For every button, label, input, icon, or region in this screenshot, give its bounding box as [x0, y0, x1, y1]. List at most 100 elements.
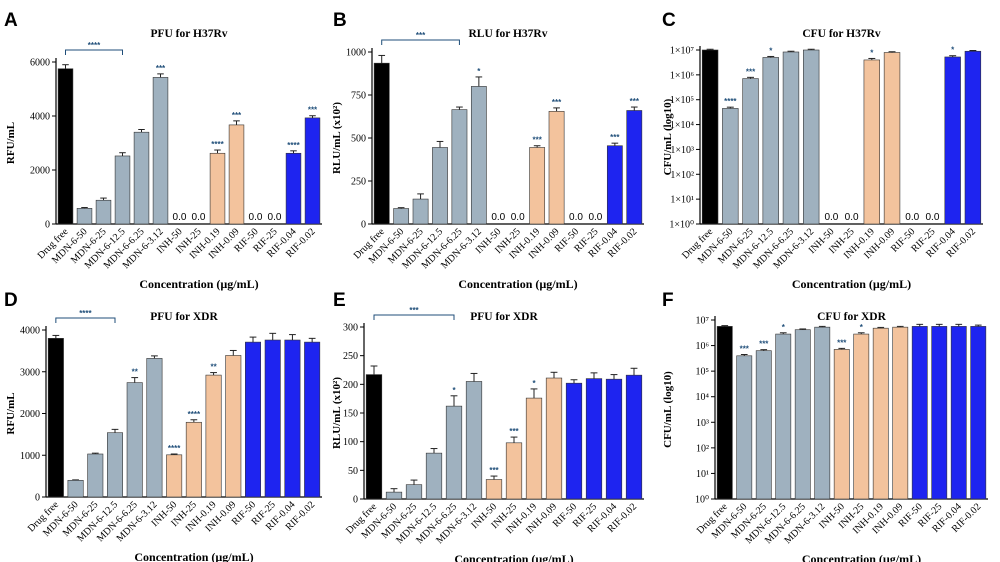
- significance-label: ****: [724, 97, 737, 106]
- bar-f-7: [853, 333, 870, 500]
- zero-value-label: 0.0: [491, 212, 505, 223]
- significance-label: *: [860, 323, 864, 332]
- bar-c-2: [742, 78, 759, 225]
- panel-letter: C: [662, 10, 676, 31]
- significance-label: ***: [156, 64, 166, 73]
- y-axis-label: CFU/mL (log10): [662, 98, 674, 175]
- y-tick-label: 1×10¹: [670, 195, 694, 206]
- bar-f-12: [950, 326, 967, 500]
- bar-f-8: [872, 327, 889, 500]
- y-tick-label: 200: [343, 380, 358, 391]
- zero-value-label: 0.0: [268, 212, 282, 223]
- significance-label: *: [769, 46, 773, 55]
- bracket-line: [373, 314, 455, 320]
- bar-c-9: [883, 52, 901, 225]
- significance-label: **: [132, 368, 139, 377]
- y-tick-label: 10⁷: [696, 316, 710, 327]
- y-tick-label: 1×10⁷: [670, 46, 695, 57]
- panel-letter: A: [4, 10, 18, 31]
- y-axis-label: RLU/mL (x10²): [331, 102, 343, 174]
- bar-b-5: [470, 86, 487, 225]
- bar-f-0: [716, 326, 733, 500]
- y-tick-label: 10⁰: [695, 495, 709, 506]
- zero-value-label: 0.0: [824, 212, 838, 223]
- significance-label: ***: [610, 133, 620, 142]
- y-tick-label: 0: [45, 220, 50, 231]
- chart-panel-b: B RLU for H37Rv RLU/mL (x10²) 0 250 500 750 100…: [331, 10, 644, 291]
- zero-value-label: 0.0: [511, 212, 525, 223]
- y-tick-label: 500: [351, 134, 366, 145]
- bar-c-8: [863, 59, 881, 225]
- chart-title: CFU for H37Rv: [802, 28, 881, 40]
- chart-title: RLU for H37Rv: [468, 28, 547, 40]
- y-tick-label: 1×10⁴: [670, 120, 695, 131]
- zero-value-label: 0.0: [249, 212, 263, 223]
- bar-f-3: [775, 333, 792, 500]
- significance-label: **: [210, 363, 217, 372]
- significance-label: *: [870, 48, 874, 57]
- bar-c-3: [762, 57, 779, 225]
- y-tick-label: 0: [353, 495, 358, 506]
- bar-b-0: [373, 62, 390, 225]
- bar-d-13: [304, 341, 321, 498]
- y-tick-label: 10¹: [696, 469, 709, 480]
- y-tick-label: 6000: [30, 58, 50, 69]
- bar-e-3: [425, 452, 443, 500]
- y-tick-label: 750: [351, 91, 366, 102]
- bar-a-4: [133, 131, 150, 225]
- zero-value-label: 0.0: [588, 212, 602, 223]
- y-tick-label: 1×10²: [670, 170, 694, 181]
- y-tick-label: 10³: [696, 418, 709, 429]
- bar-b-1: [393, 208, 410, 225]
- bar-e-13: [625, 374, 643, 500]
- zero-value-label: 0.0: [926, 212, 940, 223]
- significance-label: ****: [211, 140, 224, 149]
- bar-e-10: [565, 382, 583, 500]
- significance-label: ***: [308, 106, 318, 115]
- bar-d-11: [264, 339, 281, 498]
- bar-c-4: [782, 51, 800, 225]
- bracket-line: [65, 49, 123, 55]
- bar-d-0: [47, 338, 64, 498]
- zero-value-label: 0.0: [569, 212, 583, 223]
- significance-bracket: ****: [65, 41, 123, 55]
- x-axis-label: Concentration (µg/mL): [802, 552, 921, 562]
- y-tick-label: 1×10⁵: [670, 95, 694, 106]
- y-tick-label: 300: [343, 323, 358, 334]
- bar-e-9: [545, 377, 563, 500]
- y-axis-label: RFU/mL: [5, 122, 17, 164]
- panel-letter: F: [662, 290, 674, 311]
- y-tick-label: 1×10⁶: [670, 70, 695, 81]
- x-axis-label: Concentration (µg/mL): [134, 550, 253, 562]
- bar-c-13: [964, 50, 982, 225]
- zero-value-label: 0.0: [845, 212, 859, 223]
- bar-b-8: [529, 147, 546, 225]
- bar-e-4: [445, 405, 463, 500]
- x-axis-label: Concentration (µg/mL): [454, 552, 573, 562]
- zero-value-label: 0.0: [173, 212, 187, 223]
- bar-d-5: [146, 358, 163, 498]
- chart-panel-c: C CFU for H37Rv CFU/mL (log10) 1×10⁰ 1×10¹ 1×…: [662, 10, 983, 291]
- bar-e-0: [365, 374, 383, 500]
- significance-label: ****: [287, 141, 300, 150]
- bar-b-3: [432, 147, 448, 225]
- chart-title: PFU for XDR: [150, 311, 218, 323]
- bar-f-10: [911, 326, 928, 500]
- x-axis-label: Concentration (µg/mL): [458, 277, 577, 291]
- bar-d-1: [67, 479, 84, 498]
- bar-d-10: [245, 341, 261, 498]
- chart-panel-f: F CFU for XDR CFU/mL (log10) 10⁰ 10¹ 10² 10³ 10…: [662, 290, 988, 562]
- bracket-label: ***: [416, 31, 426, 40]
- zero-value-label: 0.0: [905, 212, 919, 223]
- bar-b-2: [412, 198, 429, 225]
- bracket-line: [55, 317, 116, 323]
- panel-letter: D: [4, 290, 18, 311]
- y-tick-label: 1000: [346, 48, 366, 59]
- chart-title: CFU for XDR: [817, 311, 886, 323]
- bar-e-11: [585, 378, 603, 500]
- significance-label: ***: [232, 111, 242, 120]
- bar-d-3: [107, 432, 123, 498]
- bar-b-13: [626, 110, 643, 225]
